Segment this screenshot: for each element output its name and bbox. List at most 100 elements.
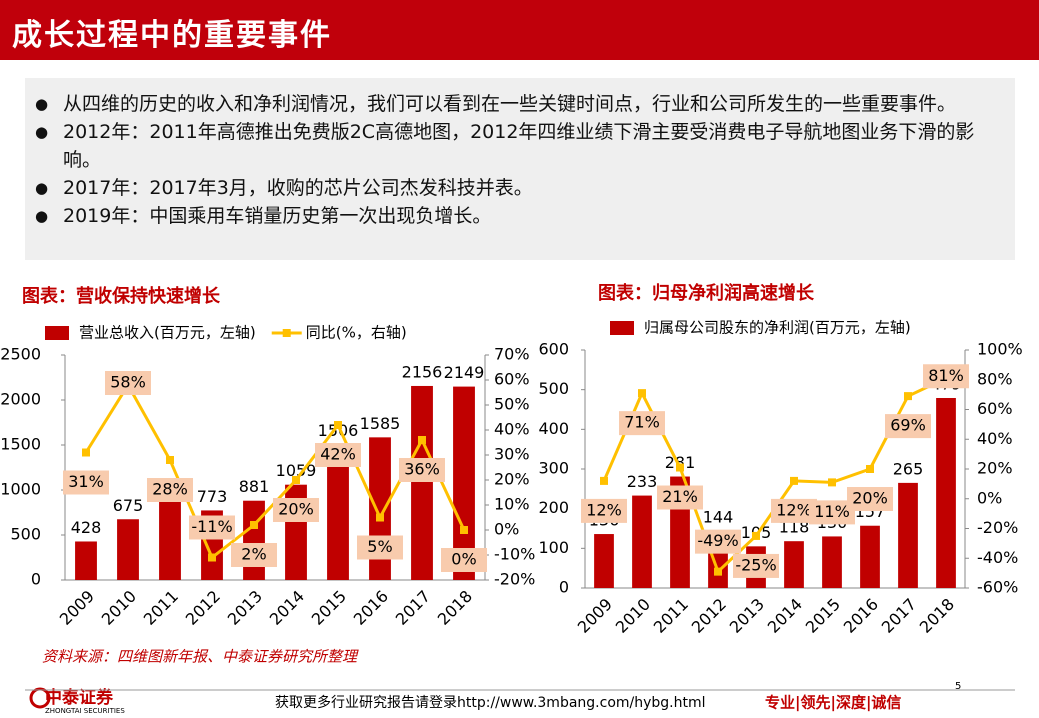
- line-value-label: 42%: [320, 445, 356, 464]
- x-tick-label: 2012: [688, 595, 730, 637]
- source-note: 资料来源：四维图新年报、中泰证券研究所整理: [42, 648, 359, 666]
- y2-tick-label: 80%: [977, 369, 1013, 388]
- line-value-label: -49%: [697, 531, 738, 550]
- line-value-label: -11%: [191, 517, 232, 536]
- y-tick-label: 400: [538, 419, 569, 438]
- value-label-box: [273, 498, 319, 522]
- line-marker: [334, 421, 342, 429]
- value-label-box: [105, 371, 151, 395]
- header-title: 成长过程中的重要事件: [12, 18, 332, 53]
- bar: [936, 397, 956, 588]
- value-label-box: [847, 487, 893, 511]
- value-label-box: [399, 458, 445, 482]
- line-value-label: 58%: [110, 373, 146, 392]
- value-label-box: [441, 548, 487, 572]
- y2-tick-label: -20%: [494, 570, 535, 589]
- value-label-box: [695, 529, 741, 554]
- line-marker: [600, 476, 608, 485]
- y2-tick-label: 10%: [494, 495, 530, 514]
- bar: [898, 482, 918, 588]
- y2-tick-label: 0%: [977, 488, 1002, 507]
- bar: [159, 501, 181, 580]
- bar-value-label: 675: [113, 496, 144, 515]
- x-tick-label: 2010: [612, 595, 654, 637]
- y-tick-label: 2000: [0, 390, 41, 409]
- line-marker: [166, 456, 174, 464]
- y-tick-label: 1500: [0, 435, 41, 454]
- bar: [117, 519, 139, 580]
- legend-label: 同比(%，右轴): [306, 324, 407, 342]
- line-value-label: 20%: [852, 489, 888, 508]
- y2-tick-label: 60%: [977, 399, 1013, 418]
- value-label-box: [657, 485, 703, 510]
- bar-value-label: 2149: [444, 363, 485, 382]
- logo-en: ZHONGTAI SECURITIES: [45, 707, 125, 715]
- line-marker: [904, 392, 912, 401]
- y2-tick-label: -60%: [977, 578, 1018, 597]
- y2-tick-label: -40%: [977, 548, 1018, 567]
- line-value-label: 5%: [367, 537, 392, 556]
- y2-tick-label: 40%: [977, 429, 1013, 448]
- bar: [822, 536, 842, 588]
- bar-value-label: 773: [197, 487, 228, 506]
- line-marker: [292, 476, 300, 484]
- value-label-box: [357, 535, 403, 560]
- chart-title: 图表：归母净利润高速增长: [598, 282, 815, 304]
- x-tick-label: 2018: [434, 587, 476, 629]
- bar-value-label: 1585: [360, 414, 401, 433]
- x-tick-label: 2009: [56, 587, 98, 629]
- value-label-box: [231, 543, 277, 567]
- x-tick-label: 2015: [308, 587, 350, 629]
- line-marker: [208, 553, 216, 562]
- line-value-label: 28%: [152, 480, 188, 499]
- bar: [784, 541, 804, 588]
- line-value-label: 12%: [586, 500, 622, 519]
- line-marker: [752, 531, 760, 540]
- y-tick-label: 300: [538, 459, 569, 478]
- y-tick-label: 600: [538, 340, 569, 359]
- line-value-label: 21%: [662, 487, 698, 506]
- y-tick-label: 1000: [0, 480, 41, 499]
- bar: [327, 444, 349, 580]
- y2-tick-label: 20%: [977, 459, 1013, 478]
- y2-tick-label: 20%: [494, 470, 530, 489]
- bar-value-label: 233: [627, 472, 658, 491]
- value-label-box: [189, 515, 235, 540]
- x-tick-label: 2013: [726, 595, 768, 637]
- bar-value-label: 2156: [402, 362, 443, 381]
- y2-tick-label: -10%: [494, 545, 535, 564]
- line-marker: [828, 478, 836, 487]
- bar: [243, 500, 265, 580]
- legend-label: 归属母公司股东的净利润(百万元，左轴): [644, 319, 911, 337]
- logo-text: 中泰证券: [45, 687, 114, 708]
- legend-label: 营业总收入(百万元，左轴): [79, 324, 256, 342]
- line-value-label: 69%: [890, 416, 926, 435]
- value-label-box: [923, 364, 969, 389]
- line-marker: [460, 526, 468, 534]
- line-value-label: 11%: [814, 502, 850, 521]
- bar-value-label: 281: [665, 453, 696, 472]
- x-tick-label: 2015: [802, 595, 844, 637]
- y-tick-label: 500: [538, 379, 569, 398]
- bar-value-label: 144: [703, 507, 734, 526]
- value-label-box: [733, 553, 779, 578]
- chart-title: 图表：营收保持快速增长: [22, 285, 221, 307]
- y2-tick-label: 60%: [494, 370, 530, 389]
- line-marker: [376, 513, 384, 522]
- logo-icon: [29, 687, 51, 709]
- line-value-label: 20%: [278, 500, 314, 519]
- x-tick-label: 2016: [840, 595, 882, 637]
- x-tick-label: 2011: [140, 587, 182, 629]
- x-tick-label: 2017: [878, 595, 920, 637]
- y-tick-label: 500: [10, 525, 41, 544]
- y-tick-label: 0: [31, 570, 41, 589]
- x-tick-label: 2010: [98, 587, 140, 629]
- bar: [594, 534, 614, 588]
- legend-swatch: [45, 326, 69, 340]
- line-marker: [866, 465, 874, 473]
- y-tick-label: 0: [559, 578, 569, 597]
- bullet-box: 从四维的历史的收入和净利润情况，我们可以看到在一些关键时间点，行业和公司所发生的…: [25, 78, 1015, 260]
- value-label-box: [581, 498, 627, 523]
